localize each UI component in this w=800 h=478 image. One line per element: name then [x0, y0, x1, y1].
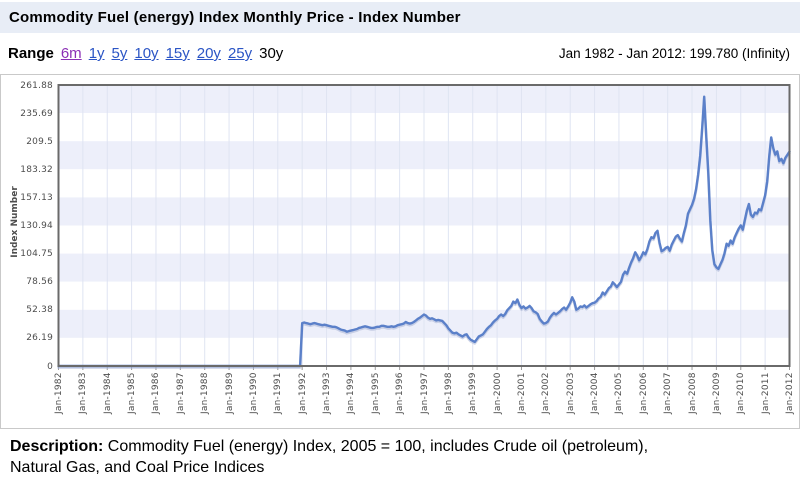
- description-label: Description:: [10, 438, 104, 455]
- range-option-1y[interactable]: 1y: [88, 45, 105, 62]
- x-axis-label: Jan-1986: [151, 372, 162, 414]
- range-option-5y[interactable]: 5y: [111, 45, 128, 62]
- y-axis-label: 157.13: [20, 192, 53, 203]
- x-axis-label: Jan-2007: [663, 372, 674, 414]
- y-axis-label: 0: [47, 361, 53, 372]
- x-axis-label: Jan-2001: [516, 372, 527, 414]
- title-bar: Commodity Fuel (energy) Index Monthly Pr…: [0, 2, 800, 33]
- x-axis-label: Jan-1992: [297, 372, 308, 414]
- x-axis-label: Jan-1989: [224, 372, 235, 414]
- x-axis-label: Jan-2011: [760, 372, 771, 414]
- y-axis-label: 104.75: [20, 249, 53, 260]
- y-axis-label: 52.38: [26, 305, 53, 316]
- price-chart: Index Number 261.88 235.69 209.5 183.32 157.…: [0, 74, 800, 429]
- x-axis-label: Jan-2008: [687, 372, 698, 414]
- plot-canvas: [57, 84, 791, 370]
- y-axis-label: 209.5: [26, 136, 53, 147]
- y-axis-label: 261.88: [20, 80, 53, 91]
- range-option-30y-current: 30y: [259, 45, 284, 62]
- x-axis-label: Jan-2002: [541, 372, 552, 414]
- range-selector: Range 6m 1y 5y 10y 15y 20y 25y 30y Jan 1…: [8, 45, 792, 65]
- y-axis-label: 26.19: [26, 333, 53, 344]
- x-axis-label: Jan-1985: [127, 372, 138, 414]
- x-axis-label: Jan-1999: [468, 372, 479, 414]
- x-axis-label: Jan-1994: [346, 372, 357, 414]
- description: Description: Commodity Fuel (energy) Ind…: [10, 436, 700, 478]
- range-label: Range: [8, 45, 54, 62]
- x-axis-label: Jan-2012: [785, 372, 795, 414]
- y-axis-label: 235.69: [20, 108, 53, 119]
- x-axis-label: Jan-1993: [322, 372, 333, 414]
- range-option-15y[interactable]: 15y: [165, 45, 190, 62]
- x-axis-label: Jan-2005: [614, 372, 625, 414]
- plot-border: [57, 84, 791, 367]
- y-axis-label: 78.56: [26, 277, 53, 288]
- x-axis-label: Jan-1996: [395, 372, 406, 414]
- range-option-6m[interactable]: 6m: [60, 45, 82, 62]
- x-axis-label: Jan-1983: [78, 372, 89, 414]
- x-axis-label: Jan-2004: [590, 372, 601, 414]
- x-axis-label: Jan-1987: [175, 372, 186, 414]
- page-title: Commodity Fuel (energy) Index Monthly Pr…: [9, 9, 461, 26]
- x-axis-label: Jan-2003: [565, 372, 576, 414]
- x-axis-label: Jan-2010: [736, 372, 747, 414]
- x-axis-label: Jan-1991: [273, 372, 284, 414]
- x-axis-label: Jan-2006: [638, 372, 649, 414]
- y-axis-label: 183.32: [20, 164, 53, 175]
- x-axis-label: Jan-2009: [711, 372, 722, 414]
- range-option-25y[interactable]: 25y: [227, 45, 253, 62]
- description-text: Commodity Fuel (energy) Index, 2005 = 10…: [10, 438, 649, 476]
- x-axis-label: Jan-1990: [248, 372, 259, 414]
- x-axis-label: Jan-1982: [54, 372, 64, 414]
- range-summary: Jan 1982 - Jan 2012: 199.780 (Infinity): [558, 46, 790, 61]
- range-option-20y[interactable]: 20y: [196, 45, 221, 62]
- range-option-10y[interactable]: 10y: [134, 45, 159, 62]
- x-axis-label: Jan-1997: [419, 372, 430, 414]
- x-axis-label: Jan-1984: [102, 372, 113, 414]
- y-axis-label: 130.94: [20, 221, 53, 231]
- x-axis-label: Jan-2000: [492, 372, 503, 414]
- x-axis-label: Jan-1995: [370, 372, 381, 414]
- x-axis-label: Jan-1988: [200, 372, 211, 414]
- x-axis-label: Jan-1998: [443, 372, 454, 414]
